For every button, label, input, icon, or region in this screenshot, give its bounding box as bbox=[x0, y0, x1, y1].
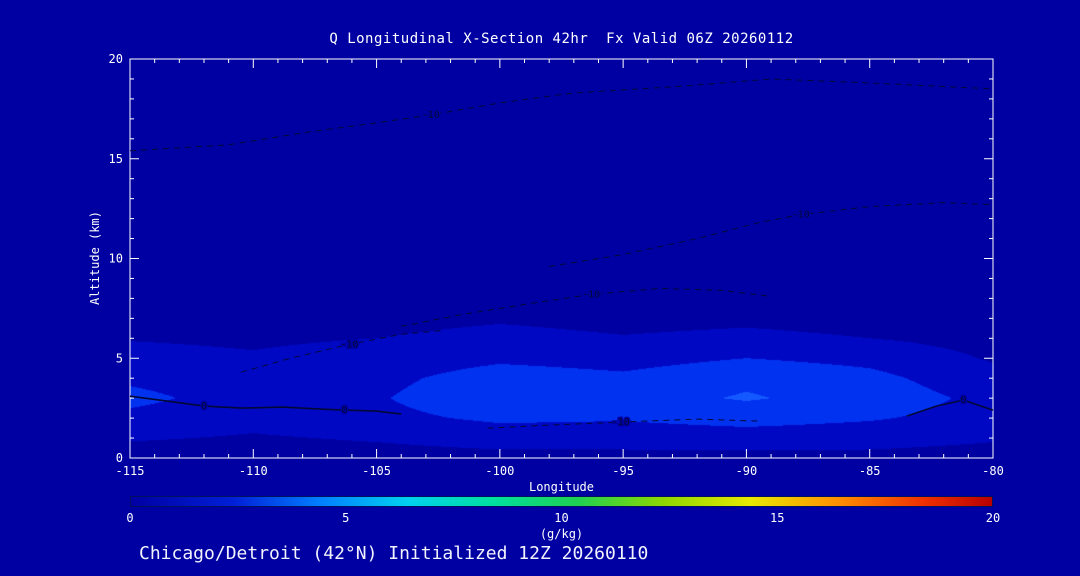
colorbar-units-label: (g/kg) bbox=[539, 527, 584, 541]
y-tick-label: 10 bbox=[109, 252, 123, 266]
x-tick-label: -110 bbox=[239, 464, 268, 478]
y-tick-label: 0 bbox=[116, 451, 123, 465]
colorbar-tick-label: 5 bbox=[342, 511, 350, 525]
colorbar-tick-label: 0 bbox=[126, 511, 134, 525]
contour-label: -10 bbox=[612, 417, 630, 428]
contour-line bbox=[401, 287, 772, 327]
colorbar-tick-label: 15 bbox=[770, 511, 785, 525]
contour-line bbox=[240, 329, 444, 373]
contour-line bbox=[487, 418, 759, 429]
chart-title: Q Longitudinal X-Section 42hr Fx Valid 0… bbox=[329, 31, 794, 47]
contour-line bbox=[549, 202, 994, 267]
colorbar-gradient bbox=[130, 496, 993, 507]
x-tick-label: -115 bbox=[116, 464, 145, 478]
x-tick-label: -80 bbox=[982, 464, 1004, 478]
contour-label: 0 bbox=[960, 395, 966, 406]
contour-line bbox=[129, 78, 994, 152]
contour-label: -10 bbox=[582, 289, 600, 300]
contour-label: -10 bbox=[422, 110, 440, 121]
contour-line bbox=[129, 395, 402, 415]
y-tick-label: 5 bbox=[116, 351, 123, 365]
contour-line bbox=[906, 399, 994, 417]
x-tick-label: -90 bbox=[736, 464, 758, 478]
x-tick-label: -100 bbox=[485, 464, 514, 478]
contour-label: 0 bbox=[201, 401, 207, 412]
q-field-heatmap bbox=[130, 59, 993, 458]
x-tick-label: -95 bbox=[612, 464, 634, 478]
y-tick-label: 15 bbox=[109, 152, 123, 166]
colorbar-tick-label: 20 bbox=[985, 511, 1001, 525]
contour-label: -10 bbox=[340, 339, 358, 350]
plot-frame bbox=[129, 58, 994, 459]
contour-label: 0 bbox=[341, 405, 347, 416]
x-tick-label: -105 bbox=[362, 464, 391, 478]
x-tick-label: -85 bbox=[859, 464, 881, 478]
y-tick-label: 20 bbox=[109, 52, 123, 66]
contour-label: -10 bbox=[792, 210, 810, 221]
x-axis-label: Longitude bbox=[528, 480, 595, 494]
initialization-caption: Chicago/Detroit (42°N) Initialized 12Z 2… bbox=[139, 543, 649, 564]
colorbar-tick-label: 10 bbox=[554, 511, 569, 525]
